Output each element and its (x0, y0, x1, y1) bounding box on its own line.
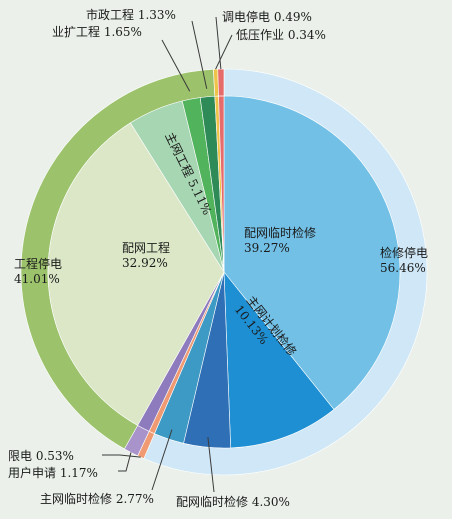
inner-label-3: 主网临时检修 2.77% (40, 491, 154, 506)
inner-ring (47, 95, 401, 449)
leader-inner-9 (191, 20, 208, 89)
outer-label-2: 用户申请 1.17% (8, 465, 98, 480)
leader-outer-4 (215, 34, 233, 70)
outer-label-0: 检修停电 56.46% (380, 245, 428, 275)
outer-label-3: 工程停电 41.01% (14, 256, 62, 286)
outer-label-1: 限电 0.53% (8, 449, 74, 463)
inner-label-2: 配网临时检修 4.30% (176, 494, 290, 509)
leader-inner-3 (151, 429, 173, 491)
leader-user (118, 452, 132, 472)
leader-outer-5 (215, 16, 222, 70)
inner-slice-1 (223, 271, 335, 449)
outer-label-4: 低压作业 0.34% (236, 28, 326, 42)
inner-label-8: 业扩工程 1.65% (52, 24, 142, 39)
leader-lines (102, 16, 233, 493)
inner-slice-0 (223, 95, 401, 410)
outer-slice-5 (217, 68, 225, 97)
outer-label-5: 调电停电 0.49% (222, 9, 312, 24)
leader-limit (102, 454, 141, 458)
inner-label-0: 配网临时检修 39.27% (244, 225, 316, 255)
leader-inner-2 (207, 437, 215, 493)
inner-slice-11 (218, 95, 225, 273)
leader-inner-8 (161, 39, 191, 92)
inner-label-9: 市政工程 1.33% (86, 7, 176, 22)
inner-slice-6 (47, 122, 225, 426)
inner-label-6: 配网工程 32.92% (122, 240, 170, 270)
